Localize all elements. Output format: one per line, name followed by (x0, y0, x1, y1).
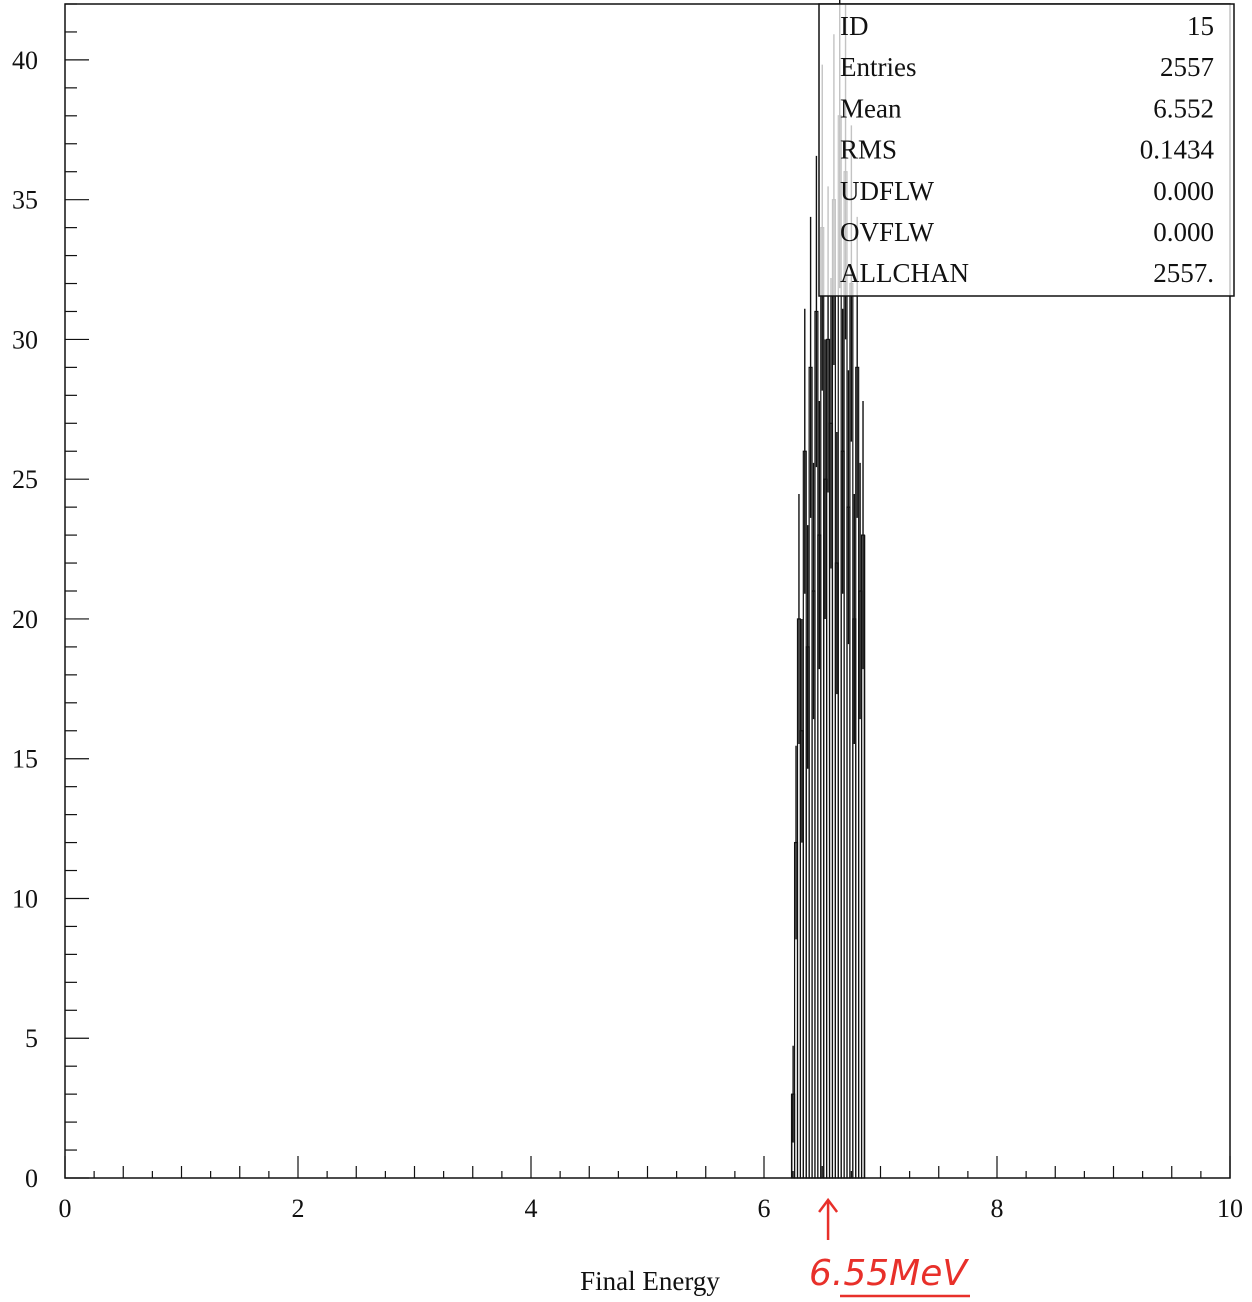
stats-label: Mean (840, 93, 902, 123)
x-axis-label: Final Energy (580, 1266, 720, 1296)
annotation-text: 6.55MeV (809, 1253, 969, 1294)
annotation-arrow-head (818, 1197, 839, 1213)
y-tick-label: 30 (12, 325, 38, 354)
x-tick-label: 10 (1217, 1194, 1243, 1223)
y-axis-ticks: 0 5 10 15 20 25 30 35 40 (12, 3, 89, 1193)
y-tick-label: 10 (12, 884, 38, 913)
stats-label: RMS (840, 135, 897, 165)
stats-label: UDFLW (840, 176, 935, 206)
x-tick-label: 2 (292, 1194, 305, 1223)
stats-value: 0.000 (1153, 217, 1214, 247)
stats-label: ID (840, 11, 869, 41)
y-tick-label: 0 (25, 1164, 38, 1193)
y-tick-label: 35 (12, 186, 38, 215)
stats-value: 0.000 (1153, 176, 1214, 206)
stats-box-frame (818, 3, 1235, 297)
x-axis-ticks: 0 2 4 6 8 10 (59, 1156, 1243, 1223)
stats-value: 0.1434 (1140, 135, 1215, 165)
y-tick-label: 20 (12, 605, 38, 634)
stats-label: ALLCHAN (840, 258, 969, 288)
y-tick-label: 25 (12, 465, 38, 494)
y-tick-label: 40 (12, 46, 38, 75)
stats-value: 6.552 (1153, 93, 1214, 123)
y-tick-label: 15 (12, 745, 38, 774)
stats-value: 2557 (1160, 52, 1214, 82)
stats-value: 2557. (1153, 258, 1214, 288)
annotation-mark: 6.55MeV (809, 1197, 970, 1298)
stats-label: OVFLW (840, 217, 935, 247)
stats-value: 15 (1187, 11, 1214, 41)
stats-label: Entries (840, 52, 916, 82)
x-tick-label: 4 (525, 1194, 538, 1223)
x-tick-label: 8 (991, 1194, 1004, 1223)
stats-box: ID 15 Entries 2557 Mean 6.552 RMS 0.1434 UDFLW 0.… (818, 3, 1235, 297)
x-tick-label: 6 (758, 1194, 771, 1223)
x-tick-label: 0 (59, 1194, 72, 1223)
y-tick-label: 5 (25, 1024, 38, 1053)
